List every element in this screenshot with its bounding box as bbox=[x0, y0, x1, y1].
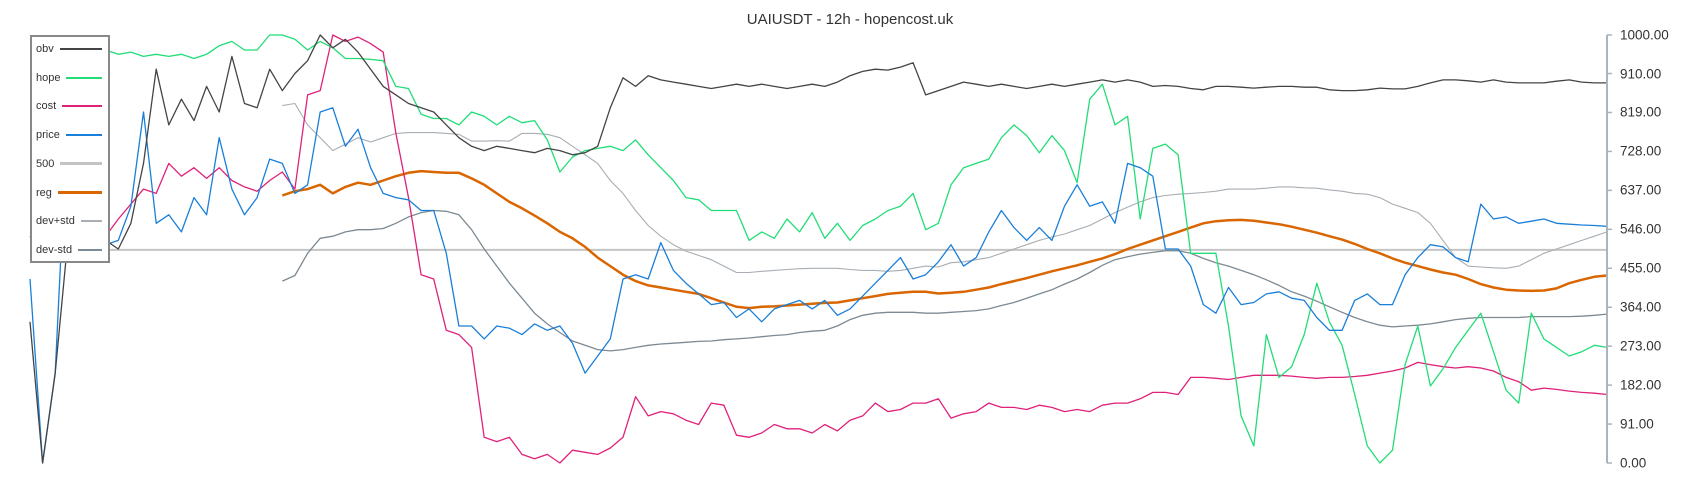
legend: obv hope cost price 500 reg dev+std dev-std bbox=[30, 35, 110, 263]
y-tick-label: 1000.00 bbox=[1620, 27, 1669, 43]
legend-swatch bbox=[59, 48, 102, 50]
series-line-obv bbox=[29, 34, 1607, 464]
legend-item-hope: hope bbox=[36, 70, 102, 86]
series-line-dev+std bbox=[282, 102, 1608, 274]
legend-swatch bbox=[60, 162, 102, 166]
legend-label: dev-std bbox=[36, 243, 73, 256]
series-line-hope bbox=[29, 34, 1608, 464]
y-tick-label: 0.00 bbox=[1620, 455, 1647, 471]
legend-item-dev+std: dev+std bbox=[36, 213, 102, 229]
legend-item-reg: reg bbox=[36, 185, 102, 201]
legend-item-cost: cost bbox=[36, 98, 102, 114]
legend-item-price: price bbox=[36, 127, 102, 143]
legend-label: 500 bbox=[36, 157, 55, 170]
legend-label: hope bbox=[36, 71, 61, 84]
legend-item-dev-std: dev-std bbox=[36, 242, 102, 258]
y-tick-label: 546.00 bbox=[1620, 221, 1662, 237]
y-tick-label: 455.00 bbox=[1620, 260, 1662, 276]
legend-label: reg bbox=[36, 186, 52, 199]
y-tick-label: 819.00 bbox=[1620, 104, 1662, 120]
legend-label: dev+std bbox=[36, 215, 75, 228]
y-tick-label: 273.00 bbox=[1620, 338, 1662, 354]
series-line-dev-std bbox=[282, 209, 1608, 352]
series-line-cost bbox=[29, 34, 1608, 464]
legend-label: obv bbox=[36, 43, 54, 55]
y-tick-label: 728.00 bbox=[1620, 143, 1662, 159]
series-line-price bbox=[29, 107, 1608, 464]
legend-swatch bbox=[80, 220, 102, 223]
series-line-reg bbox=[281, 169, 1608, 310]
y-tick-label: 182.00 bbox=[1620, 377, 1662, 393]
y-tick-label: 364.00 bbox=[1620, 299, 1662, 315]
legend-swatch bbox=[62, 105, 102, 108]
legend-swatch bbox=[66, 76, 102, 79]
legend-swatch bbox=[78, 248, 102, 251]
y-tick-label: 637.00 bbox=[1620, 182, 1662, 198]
y-axis bbox=[1606, 34, 1612, 464]
legend-swatch bbox=[65, 134, 102, 137]
y-tick-label: 91.00 bbox=[1620, 416, 1654, 432]
chart-title: UAIUSDT - 12h - hopencost.uk bbox=[746, 11, 954, 28]
y-tick-label: 910.00 bbox=[1620, 66, 1662, 82]
legend-label: price bbox=[36, 129, 60, 142]
legend-item-obv: obv bbox=[36, 41, 102, 57]
series-layer bbox=[29, 34, 1608, 464]
legend-label: cost bbox=[36, 100, 57, 113]
legend-swatch bbox=[57, 191, 102, 194]
legend-item-500: 500 bbox=[36, 156, 102, 172]
